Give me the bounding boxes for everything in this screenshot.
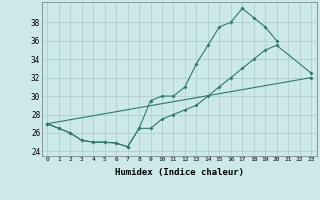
X-axis label: Humidex (Indice chaleur): Humidex (Indice chaleur) bbox=[115, 168, 244, 177]
